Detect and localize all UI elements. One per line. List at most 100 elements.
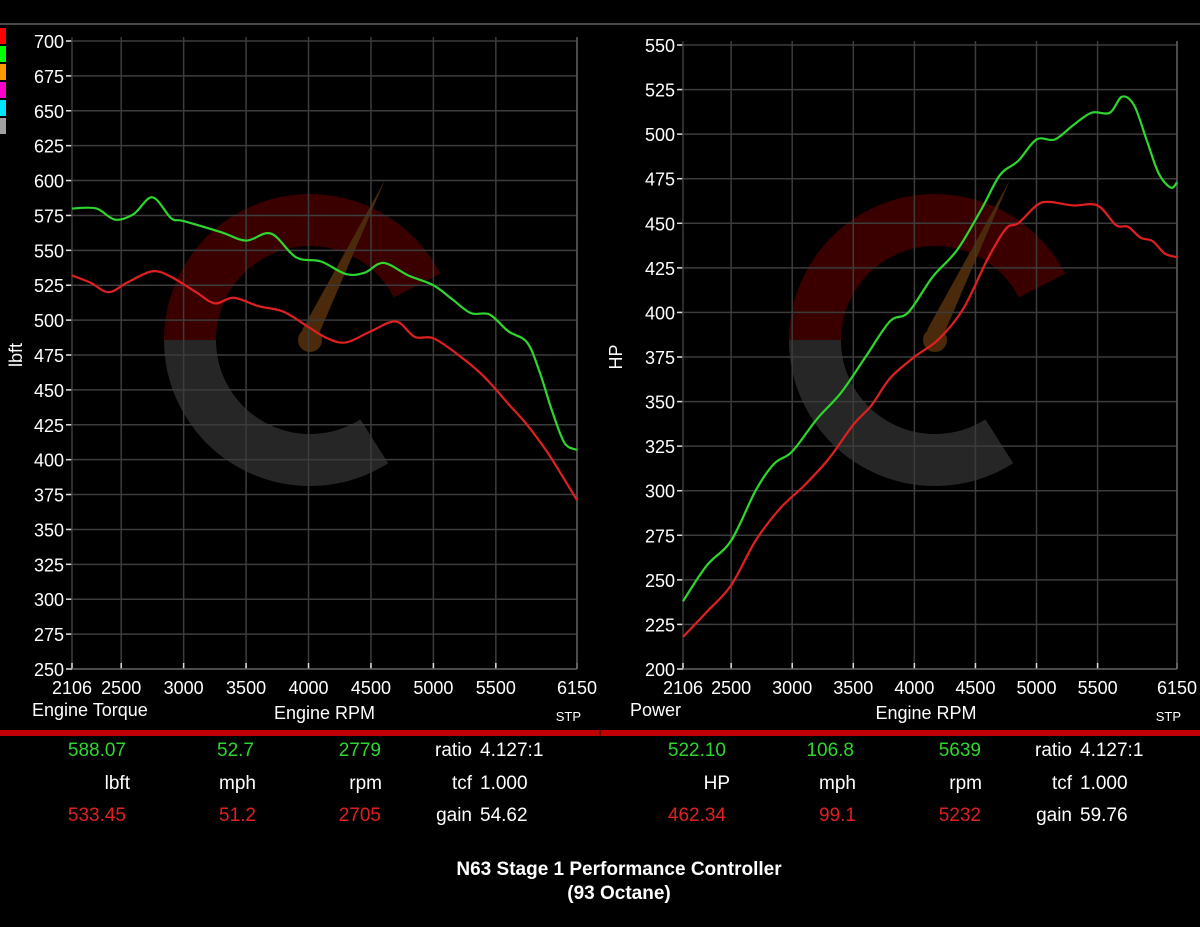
gain-value: 54.62 (480, 805, 528, 826)
x-tick-label: 5000 (413, 678, 453, 698)
legend-swatch (0, 100, 6, 116)
y-tick-label: 525 (645, 81, 675, 101)
tuned-rpm-value: 2779 (338, 740, 381, 761)
x-tick-label: 3500 (226, 678, 266, 698)
series-line (682, 95, 1178, 602)
legend-swatches (0, 28, 6, 136)
series-line (71, 269, 578, 501)
y-tick-label: 475 (34, 346, 64, 366)
tcf-label: tcf (1051, 773, 1072, 794)
y-tick-label: 400 (645, 303, 675, 323)
power-stats: 522.10 106.8 5639 ratio 4.127:1 HP mph r… (600, 738, 1200, 838)
x-tick-label: 4000 (288, 678, 328, 698)
tcf-value: 1.000 (1080, 773, 1128, 794)
rpm-unit: rpm (949, 773, 982, 794)
x-tick-label: 2500 (711, 678, 751, 698)
tuned-torque-value: 588.07 (67, 740, 126, 761)
y-tick-label: 325 (34, 555, 64, 575)
top-border (0, 23, 1200, 25)
y-axis-label: lbft (6, 343, 26, 367)
x-tick-label: 5500 (1078, 678, 1118, 698)
watermark-logo-icon (789, 180, 1066, 486)
y-tick-label: 275 (34, 625, 64, 645)
x-tick-label: 2106 (663, 678, 703, 698)
gain-label: gain (1036, 805, 1072, 826)
y-tick-label: 550 (645, 36, 675, 56)
chart-title: Engine Torque (32, 700, 148, 720)
y-axis-label: HP (606, 344, 626, 369)
tuned-rpm-value: 5639 (938, 740, 981, 761)
mph-unit: mph (219, 773, 256, 794)
ratio-label: ratio (1035, 740, 1072, 761)
y-tick-label: 300 (645, 482, 675, 502)
x-tick-label: 5000 (1016, 678, 1056, 698)
baseline-rpm-value: 5232 (938, 805, 981, 826)
gain-value: 59.76 (1080, 805, 1128, 826)
x-tick-label: 4000 (894, 678, 934, 698)
torque-stats: 588.07 52.7 2779 ratio 4.127:1 lbft mph … (0, 738, 600, 838)
ratio-value: 4.127:1 (1080, 740, 1144, 761)
power-chart: 550 525 500 475 450 425 400 375 350 325 300 275 250 2… (606, 36, 1197, 724)
y-tick-label: 375 (34, 486, 64, 506)
baseline-torque-value: 533.45 (67, 805, 126, 826)
y-tick-label: 350 (645, 393, 675, 413)
baseline-mph-value: 51.2 (219, 805, 256, 826)
power-unit: HP (703, 773, 730, 794)
x-tick-label: 3000 (164, 678, 204, 698)
y-tick-label: 475 (645, 170, 675, 190)
divider-bar (0, 730, 1200, 736)
y-tick-label: 425 (34, 416, 64, 436)
y-tick-label: 200 (645, 660, 675, 680)
y-tick-label: 500 (34, 311, 64, 331)
baseline-mph-value: 99.1 (819, 805, 856, 826)
tuned-mph-value: 106.8 (806, 740, 854, 761)
x-axis-label: Engine RPM (274, 703, 375, 723)
y-tick-label: 450 (645, 214, 675, 234)
y-tick-label: 550 (34, 241, 64, 261)
torque-chart: 700 675 650 625 600 575 550 525 500 475 450 425 400 3… (6, 32, 597, 724)
correction-standard: STP (556, 709, 581, 724)
gain-label: gain (436, 805, 472, 826)
y-tick-label: 375 (645, 348, 675, 368)
baseline-power-value: 462.34 (667, 805, 726, 826)
rpm-unit: rpm (349, 773, 382, 794)
y-tick-label: 325 (645, 437, 675, 457)
y-tick-label: 500 (645, 125, 675, 145)
torque-unit: lbft (104, 773, 130, 794)
mph-unit: mph (819, 773, 856, 794)
tuned-power-value: 522.10 (667, 740, 726, 761)
caption-line-2: (93 Octane) (567, 883, 671, 904)
grid: 550 525 500 475 450 425 400 375 350 325 300 275 250 2… (645, 36, 1197, 698)
y-tick-label: 625 (34, 137, 64, 157)
y-tick-label: 350 (34, 520, 64, 540)
y-tick-label: 575 (34, 206, 64, 226)
y-tick-label: 250 (645, 571, 675, 591)
legend-swatch (0, 46, 6, 62)
y-tick-label: 400 (34, 451, 64, 471)
y-tick-label: 650 (34, 102, 64, 122)
y-tick-label: 425 (645, 259, 675, 279)
correction-standard: STP (1156, 709, 1181, 724)
caption-line-1: N63 Stage 1 Performance Controller (456, 859, 782, 880)
legend-swatch (0, 64, 6, 80)
y-tick-label: 450 (34, 381, 64, 401)
legend-swatch (0, 118, 6, 134)
x-tick-label: 2106 (52, 678, 92, 698)
x-tick-label: 6150 (1157, 678, 1197, 698)
grid: 700 675 650 625 600 575 550 525 500 475 450 425 400 3… (34, 32, 597, 698)
ratio-value: 4.127:1 (480, 740, 544, 761)
x-tick-label: 3000 (772, 678, 812, 698)
chart-title: Power (630, 700, 681, 720)
x-tick-label: 4500 (955, 678, 995, 698)
tcf-label: tcf (451, 773, 472, 794)
y-tick-label: 525 (34, 276, 64, 296)
series-line (682, 200, 1178, 638)
tcf-value: 1.000 (480, 773, 528, 794)
y-tick-label: 275 (645, 526, 675, 546)
x-axis-label: Engine RPM (875, 703, 976, 723)
y-tick-label: 225 (645, 615, 675, 635)
x-tick-label: 3500 (833, 678, 873, 698)
y-tick-label: 600 (34, 172, 64, 192)
tuned-mph-value: 52.7 (217, 740, 254, 761)
baseline-rpm-value: 2705 (338, 805, 381, 826)
